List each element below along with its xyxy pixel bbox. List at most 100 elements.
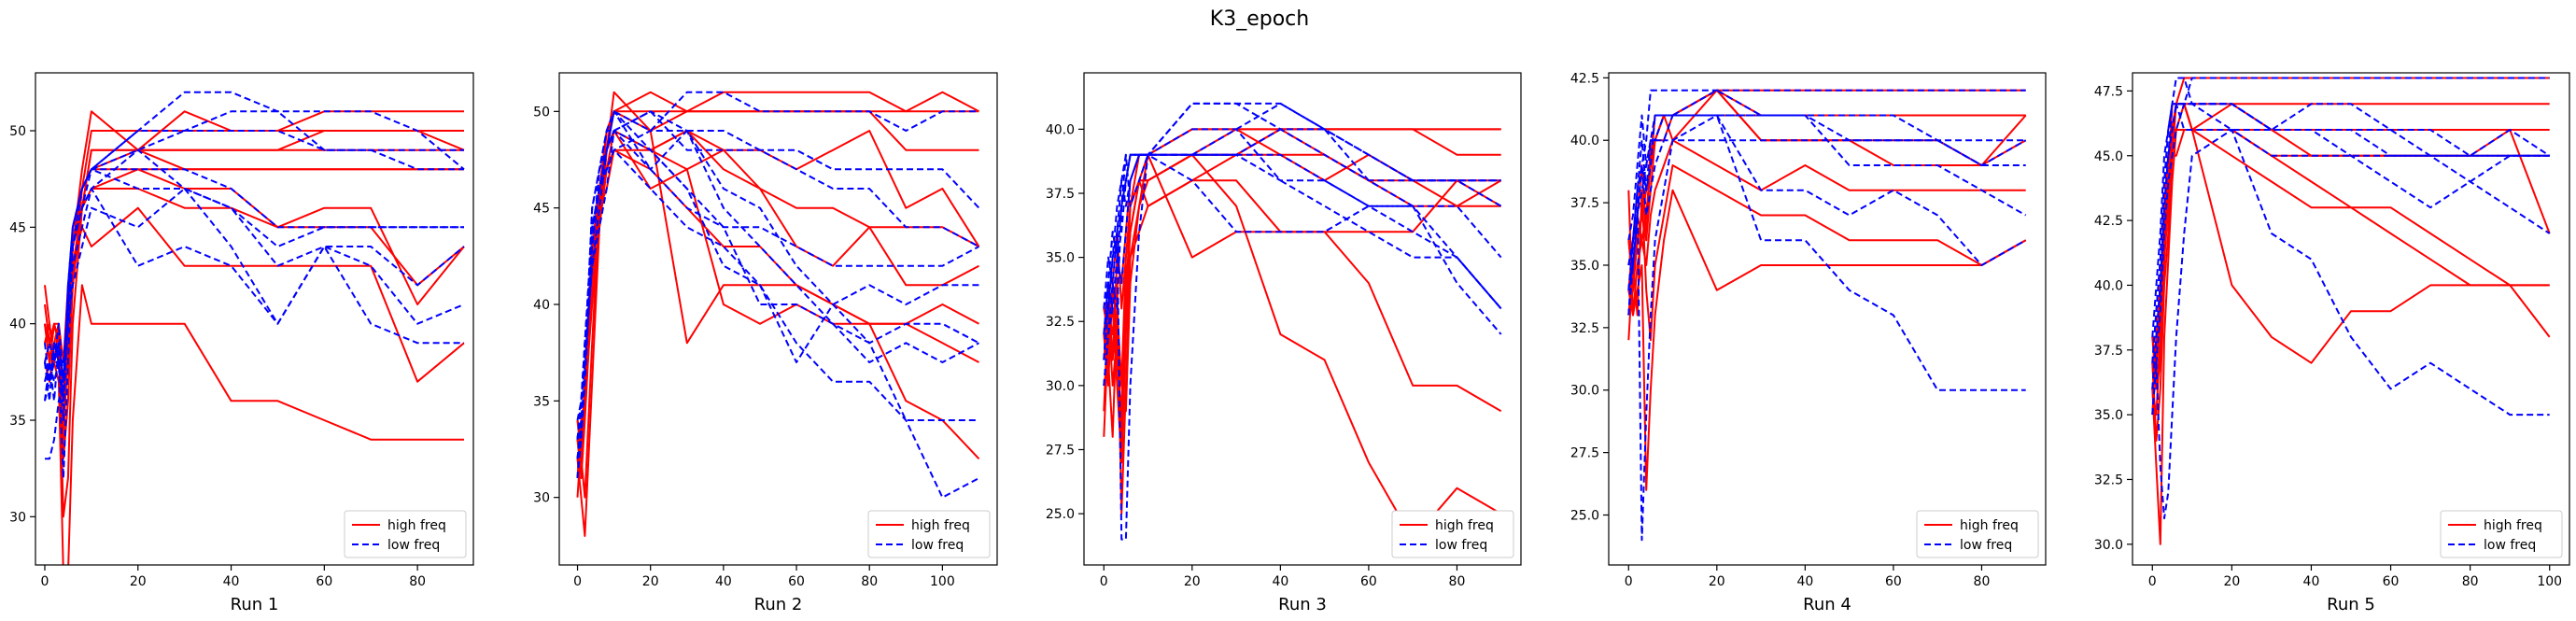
legend-label-low: low freq [1435,538,1487,553]
series-line-low-13 [576,110,979,421]
series-line-high-6 [2151,103,2551,390]
x-tick-label: 60 [316,574,332,589]
series-line-high-2 [1627,164,2027,342]
legend-box [1916,510,2039,558]
legend-label-high: high freq [1435,518,1494,533]
series-line-low-15 [1103,102,1502,335]
series-line-low-13 [2151,103,2551,389]
legend-label-low: low freq [1960,538,2012,553]
legend: high freq low freq [344,510,467,558]
axes-frame [1083,72,1522,566]
y-tick-label: 42.5 [2094,214,2123,229]
x-axis-label: Run 5 [2327,595,2375,614]
x-tick-label: 20 [642,574,659,589]
series-line-low-16 [44,168,464,383]
series-line-high-2 [44,148,464,518]
x-tick-label: 20 [1184,574,1201,589]
series-line-low-14 [2151,103,2550,363]
chart-panel-1: 0 20 40 60 80 30 35 40 45 50 Run 1 high freq low fre… [9,72,474,614]
series-line-low-14 [1627,89,2027,290]
x-axis-label: Run 1 [231,595,279,614]
y-tick-label: 42.5 [1570,71,1599,86]
series-line-high-3 [2151,103,2550,390]
y-tick-label: 35 [9,414,26,429]
x-tick-label: 40 [2303,574,2320,589]
series-line-low-12 [2151,103,2550,337]
series-line-low-14 [44,188,465,383]
legend-box [344,510,467,558]
series-line-low-9 [1627,139,2026,542]
y-tick-label: 35.0 [2094,408,2123,423]
series-line-low-17 [576,130,979,499]
y-tick-label: 30.0 [2094,538,2123,553]
legend-box [867,510,991,558]
y-tick-label: 35 [533,394,550,409]
legend-label-high: high freq [1960,518,2019,533]
x-tick-label: 40 [1272,574,1288,589]
y-tick-label: 30.0 [1046,379,1075,394]
series-line-high-1 [44,284,464,565]
x-tick-label: 0 [1625,574,1633,589]
y-tick-label: 40.0 [1570,134,1599,148]
y-tick-label: 37.5 [2094,344,2123,359]
y-tick-label: 50 [9,124,26,139]
y-tick-label: 27.5 [1570,446,1599,461]
y-tick-label: 40 [533,298,550,313]
series-line-low-12 [1627,114,2026,391]
x-tick-label: 60 [788,574,805,589]
series-line-low-10 [2151,77,2550,389]
axes-frame [1608,72,2047,566]
legend-box [1391,510,1514,558]
chart-panel-2: 0 20 40 60 80 100 30 35 40 45 50 Run 2 high freq low … [533,72,998,614]
x-tick-label: 40 [1796,574,1813,589]
x-tick-label: 80 [409,574,426,589]
series-line-high-4 [576,130,980,460]
series-group [1627,89,2027,542]
axes-frame [35,72,474,566]
y-tick-label: 35.0 [1570,259,1599,274]
series-line-low-18 [576,110,979,459]
x-tick-label: 80 [2462,574,2479,589]
y-tick-label: 50 [533,105,550,120]
x-tick-label: 60 [2383,574,2400,589]
series-line-low-13 [1627,114,2027,266]
chart-panel-5: 0 20 40 60 80 100 30.0 32.5 35.0 37.5 40.0 42.5 45.0… [2094,72,2570,614]
chart-panel-4: 0 20 40 60 80 25.0 27.5 30.0 32.5 35.0 37.5 40.0 42.… [1570,71,2047,614]
y-tick-label: 45 [9,220,26,235]
axes-frame [2132,72,2570,566]
series-line-high-3 [1627,139,2026,290]
y-tick-label: 30 [9,510,26,525]
y-tick-label: 32.5 [1046,315,1075,330]
legend: high freq low freq [1916,510,2039,558]
series-line-high-2 [1103,153,1502,541]
legend: high freq low freq [2440,510,2563,558]
x-tick-label: 80 [1974,574,1991,589]
x-tick-label: 80 [861,574,878,589]
panels: 0 20 40 60 80 30 35 40 45 50 Run 1 high freq low fre… [9,71,2570,614]
legend-label-high: high freq [911,518,970,533]
series-group [576,91,980,537]
series-line-high-6 [576,130,979,479]
series-group [2151,77,2551,545]
x-tick-label: 60 [1360,574,1377,589]
y-tick-label: 30.0 [1570,384,1599,399]
x-tick-label: 20 [2223,574,2240,589]
series-line-high-2 [2151,77,2550,442]
x-axis-label: Run 4 [1803,595,1851,614]
x-tick-label: 0 [573,574,582,589]
series-line-high-6 [44,188,465,383]
legend-label-high: high freq [2484,518,2542,533]
x-tick-label: 20 [1709,574,1725,589]
y-tick-label: 40.0 [1046,122,1075,137]
series-line-low-15 [2151,103,2550,416]
series-line-high-8 [576,148,979,441]
y-tick-label: 25.0 [1046,507,1075,522]
x-tick-label: 20 [130,574,147,589]
x-tick-label: 40 [223,574,240,589]
x-axis-label: Run 3 [1278,595,1327,614]
series-line-high-6 [1103,128,1501,464]
x-tick-label: 0 [1100,574,1108,589]
x-tick-label: 100 [2537,574,2562,589]
series-line-low-15 [1627,114,2027,316]
